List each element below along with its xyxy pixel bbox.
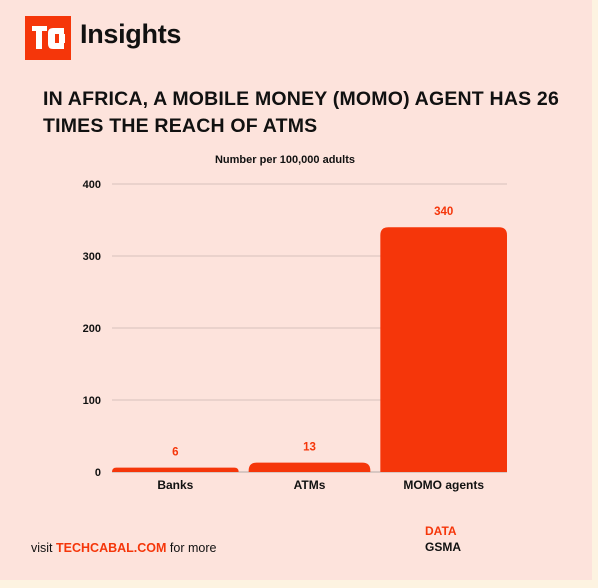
techcabal-logo (25, 16, 71, 60)
x-tick-label: MOMO agents (403, 478, 484, 492)
bar-atms (248, 462, 371, 472)
page-edge-right (592, 0, 598, 588)
data-label: 13 (303, 442, 316, 454)
data-label: 6 (172, 447, 178, 459)
y-tick-label: 300 (83, 251, 101, 263)
visit-suffix: for more (169, 541, 217, 555)
y-tick-label: 100 (83, 395, 101, 407)
x-tick-label: Banks (157, 478, 193, 492)
y-tick-label: 200 (83, 323, 101, 335)
footer-visit-text: visit TECHCABAL.COM for more (31, 541, 216, 555)
y-tick-label: 0 (95, 467, 101, 479)
data-label: 340 (434, 206, 453, 218)
bar-banks (112, 467, 239, 472)
brand-name: Insights (80, 19, 182, 49)
bar-momo-agents (380, 227, 507, 472)
site-link[interactable]: TECHCABAL.COM (56, 541, 167, 555)
data-source-label: DATA (425, 524, 457, 538)
chart-headline: IN AFRICA, A MOBILE MONEY (MOMO) AGENT H… (43, 88, 560, 137)
chart-title: Number per 100,000 adults (214, 154, 355, 166)
x-tick-label: ATMs (294, 478, 326, 492)
y-tick-label: 400 (83, 179, 101, 191)
visit-prefix: visit (31, 541, 53, 555)
page-edge-bottom (0, 580, 598, 588)
data-source-name: GSMA (425, 540, 461, 554)
